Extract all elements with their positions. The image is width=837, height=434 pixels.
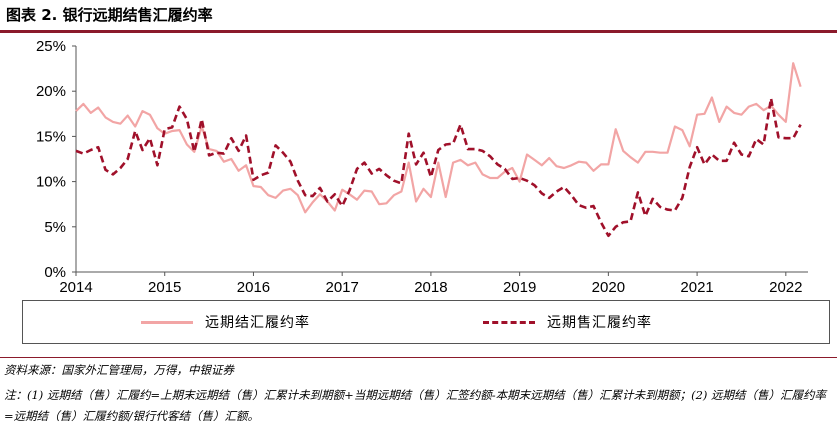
line-chart: 0% 5% 10% 15% 20% 25% 2014 2015 2016 2017 2018 2019… xyxy=(36,38,808,294)
x-tick-label: 2019 xyxy=(503,279,536,294)
legend-item-sale: 远期售汇履约率 xyxy=(483,313,652,331)
source-rule xyxy=(0,357,837,358)
y-tick-label: 20% xyxy=(36,83,66,100)
x-tick-label: 2017 xyxy=(325,279,358,294)
series-layer xyxy=(75,62,802,238)
title-rule xyxy=(0,30,837,33)
x-tick-label: 2015 xyxy=(148,279,181,294)
chart-legend: 远期结汇履约率 远期售汇履约率 xyxy=(22,300,830,344)
y-tick-label: 0% xyxy=(44,264,66,281)
footnote-text: 注：(1) 远期结（售）汇履约=上期末远期结（售）汇累计未到期额+当期远期结（售… xyxy=(4,388,827,423)
x-tick-label: 2014 xyxy=(59,279,92,294)
x-tick-label: 2018 xyxy=(414,279,447,294)
legend-label-settlement: 远期结汇履约率 xyxy=(205,315,310,331)
x-tick-label: 2020 xyxy=(592,279,625,294)
legend-label-sale: 远期售汇履约率 xyxy=(547,315,652,331)
legend-swatch-solid xyxy=(141,320,193,324)
y-tick-label: 5% xyxy=(44,219,66,236)
x-tick-label: 2016 xyxy=(237,279,270,294)
x-tick-label: 2022 xyxy=(769,279,802,294)
axis-layer: 0% 5% 10% 15% 20% 25% 2014 2015 2016 2017 2018 2019… xyxy=(36,38,808,294)
y-tick-label: 10% xyxy=(36,174,66,191)
y-tick-label: 15% xyxy=(36,128,66,145)
series-line-sale xyxy=(75,97,802,238)
figure-title: 图表 2. 银行远期结售汇履约率 xyxy=(6,6,213,24)
x-tick-label: 2021 xyxy=(680,279,713,294)
legend-item-settlement: 远期结汇履约率 xyxy=(141,313,310,331)
legend-swatch-dashed xyxy=(483,320,535,324)
series-line-settlement xyxy=(75,62,802,214)
source-text: 资料来源：国家外汇管理局，万得，中银证券 xyxy=(4,363,234,377)
y-tick-label: 25% xyxy=(36,38,66,55)
